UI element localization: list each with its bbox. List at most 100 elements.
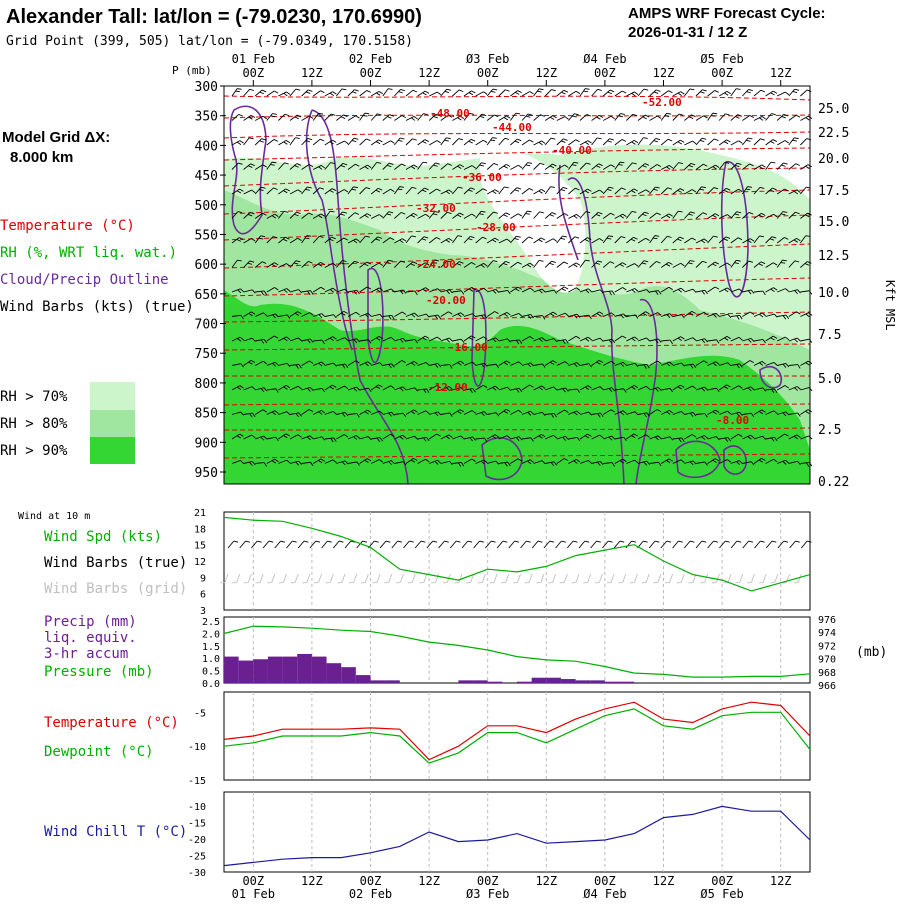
- wind-barb-true: [496, 540, 508, 549]
- cloud-outline: [723, 445, 747, 475]
- wind-barb: [672, 336, 685, 342]
- wind-barb: [649, 312, 662, 317]
- wind-barb: [730, 259, 741, 268]
- wind-barb: [266, 262, 279, 268]
- wind-barb: [336, 88, 347, 97]
- wind-barb-grid: [360, 573, 369, 584]
- wind-barb: [382, 114, 394, 121]
- wind-barb: [463, 410, 476, 415]
- wind-barb: [312, 213, 325, 219]
- wind-barb: [637, 385, 650, 391]
- wind-barb: [614, 113, 625, 121]
- wind-barb: [672, 236, 684, 244]
- wind-barb: [661, 361, 674, 367]
- top-time-axis: 00Z 12Z 00Z 12Z 00Z 12Z 00Z 12Z 00Z 12Z 01 Feb 02 F…: [232, 52, 792, 86]
- wind-barb: [788, 114, 801, 121]
- wind-barb: [405, 89, 418, 97]
- wind-barb: [614, 388, 627, 393]
- wind-barb: [626, 263, 639, 268]
- wind-barb: [394, 212, 406, 219]
- wind-barb: [777, 314, 790, 320]
- temperature-line: [223, 701, 811, 761]
- time-tick-label: 12Z: [653, 874, 675, 888]
- wind-barb: [765, 361, 778, 366]
- pressure-tick-label: 900: [195, 436, 218, 451]
- windchill-panel-frame: [223, 791, 811, 873]
- wind-barb: [266, 458, 279, 464]
- wind-barb: [417, 313, 430, 318]
- wind-barb: [324, 384, 337, 391]
- wind-barb-true: [566, 540, 578, 549]
- wind-barb: [660, 187, 673, 195]
- wind-barb: [672, 139, 685, 146]
- wind-barb: [289, 311, 302, 317]
- y-tick-label: -25: [188, 852, 206, 863]
- wind-barb: [278, 411, 291, 416]
- wind-barb: [649, 186, 660, 195]
- wind-barb-true: [613, 540, 625, 549]
- wind-barb: [231, 288, 245, 294]
- cross-section-wind-barbs: [231, 88, 813, 467]
- wind-barb: [394, 163, 406, 170]
- wind-barb: [255, 462, 267, 467]
- wind-barb: [486, 211, 498, 219]
- wind-barb: [487, 363, 500, 369]
- y-tick-label: 0.5: [202, 667, 220, 678]
- wind-barb: [776, 385, 789, 391]
- wind-barb: [243, 461, 256, 466]
- wind-barb: [324, 362, 337, 367]
- time-tick-label: 12Z: [653, 66, 675, 80]
- legend-wind-barbs: Wind Barbs (kts) (true): [0, 299, 194, 315]
- pressure-tick-label: 500: [195, 199, 218, 214]
- wind-barb: [324, 188, 337, 195]
- wind-barb: [289, 412, 302, 418]
- wind-barb: [347, 163, 360, 170]
- wind-barb: [382, 314, 395, 320]
- wind-barb: [486, 434, 500, 440]
- y-tick-label: -5: [194, 708, 206, 719]
- wind-barb: [475, 336, 488, 342]
- wind-barb: [324, 236, 336, 244]
- wind-barb: [243, 137, 254, 146]
- wind-barb: [440, 163, 452, 170]
- wind-barb: [266, 187, 278, 195]
- wind-barb: [742, 412, 755, 418]
- precip-bar: [282, 656, 298, 683]
- wind-barb: [336, 140, 349, 146]
- rh80-swatch: [90, 410, 135, 437]
- precip-yaxis: 2.52.0 1.51.0 0.50.0: [202, 617, 220, 690]
- wind-barb: [544, 260, 556, 268]
- wind-barb: [463, 90, 476, 97]
- wind-barb: [603, 290, 615, 296]
- wind-barb: [568, 139, 580, 146]
- wind-barb: [266, 361, 279, 367]
- wind-barb-grid: [489, 573, 498, 584]
- wind-barb: [382, 385, 395, 391]
- temp-label: -28.00: [476, 221, 516, 234]
- wind-barb: [347, 115, 360, 121]
- wind-barb: [428, 385, 441, 391]
- wind-barb-true: [602, 540, 613, 549]
- precip-bar: [458, 680, 474, 683]
- wind-barb: [730, 314, 743, 320]
- wind-barb-grid: [793, 573, 802, 584]
- wind-barb: [579, 237, 592, 244]
- wind-barb: [417, 361, 430, 366]
- wind-barb: [718, 90, 731, 97]
- wind-barb: [614, 436, 627, 441]
- wind-barb: [707, 112, 718, 121]
- wind-barb: [672, 384, 685, 391]
- height-tick-label: 2.5: [818, 423, 841, 438]
- pressure-tick-label: 750: [195, 347, 218, 362]
- wind-barb: [777, 91, 790, 97]
- precip-bar: [575, 680, 591, 683]
- wind-barb: [800, 89, 812, 97]
- wind-barb: [521, 210, 532, 219]
- wind-barb-grid: [735, 573, 744, 584]
- wind-barb: [672, 459, 685, 464]
- wind-barb: [324, 91, 337, 97]
- wind-barb: [533, 363, 546, 368]
- wind-barb: [776, 113, 789, 121]
- wind-barb: [521, 113, 533, 121]
